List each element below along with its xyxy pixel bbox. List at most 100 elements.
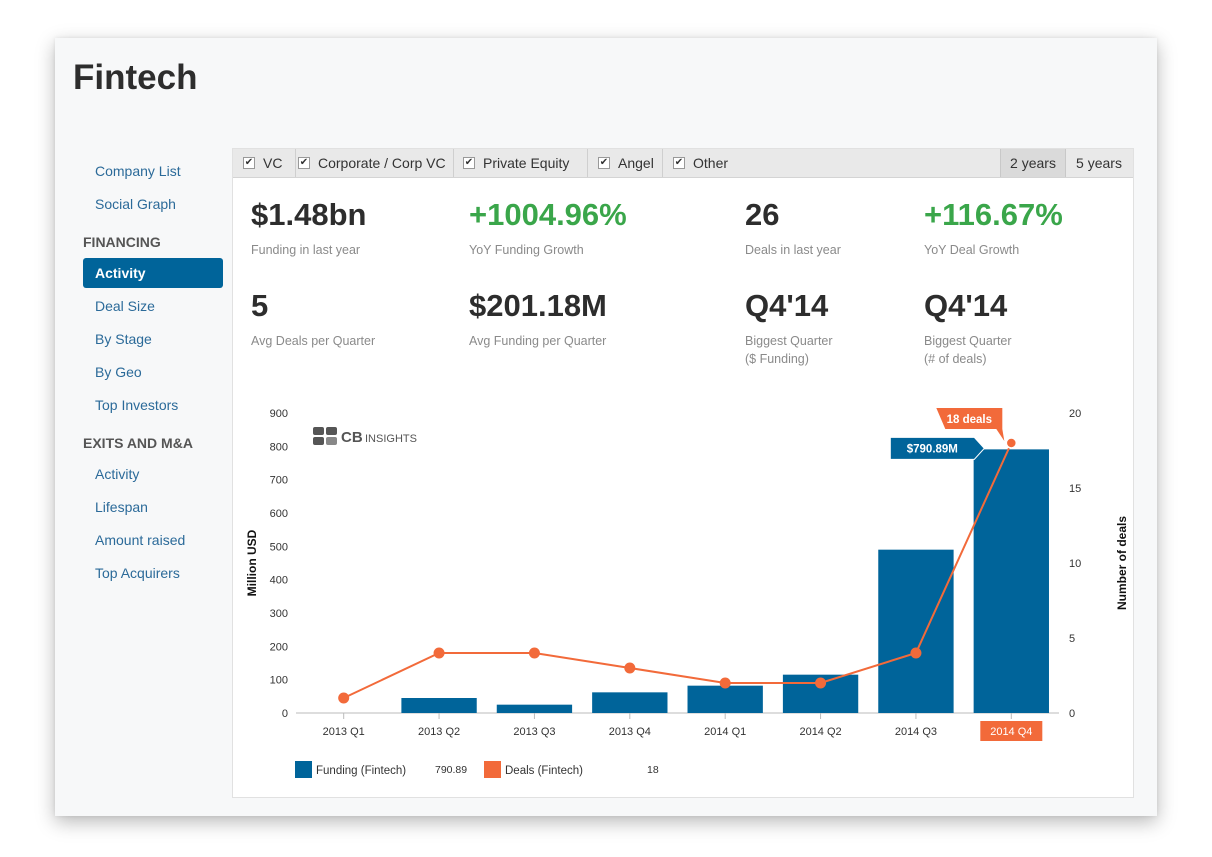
x-tick-label: 2013 Q2: [418, 726, 460, 738]
deals-point[interactable]: [1005, 437, 1018, 449]
stat-deals-last-year: 26 Deals in last year: [745, 197, 841, 259]
sidebar-item-deal-size[interactable]: Deal Size: [95, 298, 155, 314]
cb-insights-logo-icon: [313, 427, 337, 445]
y-tick-label: 600: [270, 508, 288, 520]
stat-label: YoY Deal Growth: [924, 243, 1020, 257]
stat-label: Biggest Quarter ($ Funding): [745, 334, 833, 366]
legend-value-deals: 18: [647, 764, 659, 776]
legend-label-deals[interactable]: Deals (Fintech): [505, 765, 583, 777]
cb-insights-watermark: CB INSIGHTS: [313, 427, 417, 446]
funding-bar[interactable]: [401, 698, 477, 713]
deals-point[interactable]: [719, 677, 731, 689]
stat-funding-last-year: $1.48bn Funding in last year: [251, 197, 366, 259]
filter-label: Private Equity: [483, 155, 570, 171]
stat-label: Avg Deals per Quarter: [251, 334, 376, 348]
page-title: Fintech: [73, 58, 198, 97]
legend-swatch-funding: [295, 761, 312, 778]
checkbox-checked-icon[interactable]: ✔: [673, 157, 685, 169]
stat-avg-deals-per-quarter: 5 Avg Deals per Quarter: [251, 288, 375, 350]
stat-value: $1.48bn: [251, 197, 367, 232]
range-2-years[interactable]: 2 years: [1000, 149, 1066, 177]
checkbox-checked-icon[interactable]: ✔: [298, 157, 310, 169]
activity-panel: ✔ VC ✔ Corporate / Corp VC ✔ Private Equ…: [232, 148, 1134, 798]
funding-tooltip-text: $790.89M: [907, 443, 958, 455]
y2-tick-label: 10: [1069, 558, 1081, 570]
stat-label: Deals in last year: [745, 243, 841, 257]
sidebar-item-company-list[interactable]: Company List: [95, 163, 181, 179]
dashboard-card: Fintech Company List Social Graph FINANC…: [55, 38, 1157, 816]
sidebar-item-top-acquirers[interactable]: Top Acquirers: [95, 565, 180, 581]
stat-value: 26: [745, 197, 780, 232]
sidebar-item-amount-raised[interactable]: Amount raised: [95, 532, 186, 548]
deals-line: [343, 442, 1013, 699]
filter-corporate[interactable]: ✔ Corporate / Corp VC: [286, 149, 454, 177]
chart-legend: Funding (Fintech) 790.89 Deals (Fintech)…: [295, 761, 659, 778]
funding-bar[interactable]: [592, 692, 668, 713]
filter-vc[interactable]: ✔ VC: [233, 149, 296, 177]
sidebar-item-top-investors[interactable]: Top Investors: [95, 397, 179, 413]
legend-swatch-deals: [484, 761, 501, 778]
sidebar-item-by-geo[interactable]: By Geo: [95, 364, 142, 380]
sidebar-item-lifespan[interactable]: Lifespan: [95, 499, 148, 515]
deals-tooltip: [936, 408, 1005, 441]
legend-value-funding: 790.89: [435, 764, 467, 776]
y-tick-label: 700: [270, 475, 288, 487]
y-tick-label: 900: [270, 408, 288, 420]
sidebar-item-financing-activity[interactable]: Activity: [83, 258, 223, 288]
deals-point[interactable]: [528, 647, 540, 659]
checkbox-checked-icon[interactable]: ✔: [598, 157, 610, 169]
stat-value: $201.18M: [469, 288, 607, 323]
y2-tick-label: 5: [1069, 633, 1075, 645]
deals-point[interactable]: [338, 692, 350, 704]
x-tick-highlight: [980, 721, 1043, 741]
x-tick-label: 2014 Q3: [895, 726, 937, 738]
stat-value: +116.67%: [924, 197, 1063, 232]
funding-bar[interactable]: [973, 449, 1049, 713]
deals-point[interactable]: [815, 677, 827, 689]
sidebar-heading-financing: FINANCING: [83, 234, 161, 250]
y-tick-label: 100: [270, 675, 288, 687]
y-tick-label: 500: [270, 541, 288, 553]
y2-tick-label: 15: [1069, 483, 1081, 495]
filter-bar: ✔ VC ✔ Corporate / Corp VC ✔ Private Equ…: [233, 149, 1133, 178]
x-tick-label: 2013 Q1: [323, 726, 365, 738]
checkbox-checked-icon[interactable]: ✔: [243, 157, 255, 169]
stat-label: Biggest Quarter (# of deals): [924, 334, 1012, 366]
stat-avg-funding-per-quarter: $201.18M Avg Funding per Quarter: [469, 288, 607, 350]
watermark-text-light: INSIGHTS: [365, 433, 417, 445]
filter-private-equity[interactable]: ✔ Private Equity: [453, 149, 588, 177]
legend-label-funding[interactable]: Funding (Fintech): [316, 765, 406, 777]
y2-axis-title: Number of deals: [1115, 516, 1129, 610]
x-tick-label: 2013 Q4: [609, 726, 651, 738]
y-tick-label: 800: [270, 441, 288, 453]
deals-point[interactable]: [624, 662, 636, 674]
sidebar-item-exits-activity[interactable]: Activity: [95, 466, 140, 482]
filter-other[interactable]: ✔ Other: [663, 149, 743, 177]
y-tick-label: 200: [270, 641, 288, 653]
checkbox-checked-icon[interactable]: ✔: [463, 157, 475, 169]
stat-biggest-quarter-deals: Q4'14 Biggest Quarter (# of deals): [924, 288, 1012, 368]
sidebar-heading-exits: EXITS AND M&A: [83, 435, 193, 451]
y-tick-label: 0: [282, 708, 288, 720]
range-5-years[interactable]: 5 years: [1076, 155, 1122, 171]
y-axis-title: Million USD: [245, 529, 259, 596]
y-tick-label: 400: [270, 575, 288, 587]
y-tick-label: 300: [270, 608, 288, 620]
funding-tooltip: [889, 436, 985, 460]
x-tick-label: 2014 Q1: [704, 726, 746, 738]
filter-label: Other: [693, 155, 729, 171]
funding-bar[interactable]: [496, 704, 573, 713]
filter-angel[interactable]: ✔ Angel: [588, 149, 663, 177]
deals-point[interactable]: [910, 647, 922, 659]
sidebar-item-by-stage[interactable]: By Stage: [95, 331, 152, 347]
stat-biggest-quarter-funding: Q4'14 Biggest Quarter ($ Funding): [745, 288, 833, 368]
deals-point[interactable]: [433, 647, 445, 659]
funding-bar[interactable]: [687, 685, 763, 713]
sidebar-item-social-graph[interactable]: Social Graph: [95, 196, 176, 212]
stat-value: 5: [251, 288, 269, 323]
stat-value: Q4'14: [924, 288, 1008, 323]
filter-label: VC: [263, 155, 283, 171]
stat-value: +1004.96%: [469, 197, 627, 232]
filter-label: Corporate / Corp VC: [318, 155, 446, 171]
funding-bar[interactable]: [878, 549, 954, 713]
